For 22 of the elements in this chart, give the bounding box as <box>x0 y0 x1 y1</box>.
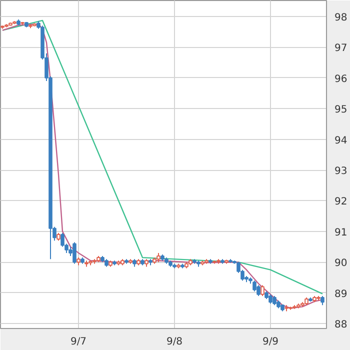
x-tick-label: 9/7 <box>70 336 87 348</box>
candlestick <box>252 280 256 292</box>
candlestick <box>260 284 264 296</box>
candlestick <box>156 252 160 263</box>
x-tick-label: 9/9 <box>262 336 279 348</box>
y-tick-label: 93 <box>334 166 348 178</box>
y-tick-label: 92 <box>334 196 348 208</box>
x-tick-label: 9/8 <box>166 336 183 348</box>
y-tick-label: 88 <box>334 320 348 331</box>
y-tick-label: 96 <box>334 74 348 85</box>
y-tick-label: 98 <box>334 12 348 24</box>
y-tick-label: 90 <box>334 258 348 270</box>
candlestick <box>268 294 272 304</box>
y-tick-label: 89 <box>334 288 348 300</box>
candlestick <box>256 284 260 296</box>
candlestick <box>72 242 76 264</box>
y-tick-label: 91 <box>334 227 348 238</box>
y-tick-label: 97 <box>334 43 348 54</box>
y-tick-label: 94 <box>334 135 348 146</box>
candlestick <box>272 295 276 306</box>
candlestick <box>320 295 324 306</box>
y-tick-label: 95 <box>334 104 348 116</box>
